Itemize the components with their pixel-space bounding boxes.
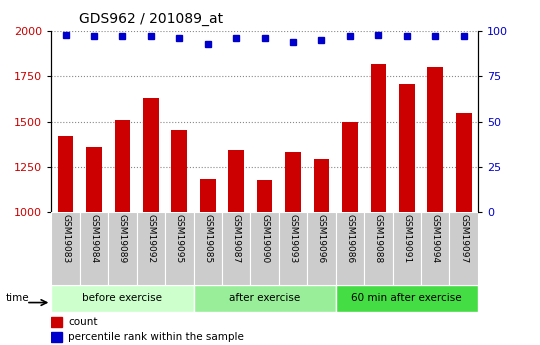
Text: GSM19089: GSM19089: [118, 214, 127, 264]
Text: after exercise: after exercise: [229, 294, 300, 303]
Bar: [80, 212, 108, 285]
Text: before exercise: before exercise: [83, 294, 163, 303]
Bar: [51, 212, 80, 285]
Bar: [342, 122, 357, 212]
Text: count: count: [69, 317, 98, 327]
Bar: [279, 212, 307, 285]
Bar: [336, 212, 364, 285]
Bar: [370, 64, 386, 212]
Bar: [251, 212, 279, 285]
Text: GSM19097: GSM19097: [459, 214, 468, 264]
Text: GSM19088: GSM19088: [374, 214, 383, 264]
Bar: [428, 67, 443, 212]
Bar: [393, 212, 421, 285]
Bar: [364, 212, 393, 285]
Text: GSM19090: GSM19090: [260, 214, 269, 264]
Bar: [200, 179, 215, 212]
Text: GSM19091: GSM19091: [402, 214, 411, 264]
Bar: [114, 120, 130, 212]
Bar: [51, 317, 62, 327]
Bar: [193, 212, 222, 285]
Bar: [285, 152, 301, 212]
Text: percentile rank within the sample: percentile rank within the sample: [69, 332, 244, 342]
Bar: [336, 285, 478, 312]
Bar: [222, 212, 251, 285]
Bar: [143, 98, 159, 212]
Text: GSM19096: GSM19096: [317, 214, 326, 264]
Bar: [314, 159, 329, 212]
Text: GDS962 / 201089_at: GDS962 / 201089_at: [79, 12, 223, 26]
Bar: [257, 180, 272, 212]
Text: GSM19094: GSM19094: [431, 214, 440, 264]
Text: GSM19087: GSM19087: [232, 214, 241, 264]
Bar: [172, 130, 187, 212]
Text: GSM19093: GSM19093: [288, 214, 298, 264]
Bar: [228, 150, 244, 212]
Text: GSM19086: GSM19086: [346, 214, 354, 264]
Bar: [108, 212, 137, 285]
Bar: [165, 212, 193, 285]
Text: GSM19085: GSM19085: [203, 214, 212, 264]
Bar: [421, 212, 449, 285]
Text: GSM19092: GSM19092: [146, 214, 156, 264]
Bar: [449, 212, 478, 285]
Bar: [307, 212, 336, 285]
Text: GSM19083: GSM19083: [61, 214, 70, 264]
Bar: [399, 83, 415, 212]
Bar: [58, 136, 73, 212]
Bar: [86, 147, 102, 212]
Text: time: time: [5, 294, 29, 303]
Bar: [137, 212, 165, 285]
Bar: [456, 114, 471, 212]
Text: GSM19095: GSM19095: [175, 214, 184, 264]
Text: 60 min after exercise: 60 min after exercise: [352, 294, 462, 303]
Text: GSM19084: GSM19084: [90, 214, 98, 264]
Bar: [51, 285, 193, 312]
Bar: [193, 285, 336, 312]
Bar: [51, 332, 62, 342]
